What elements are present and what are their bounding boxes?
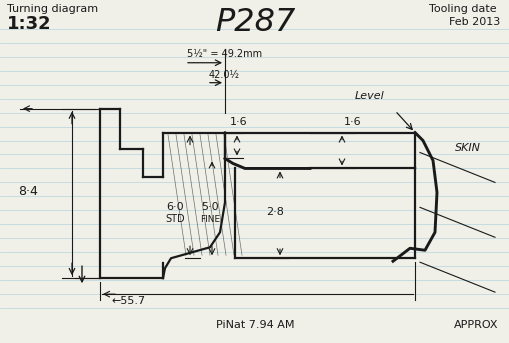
Text: ←55.7: ←55.7: [112, 296, 146, 306]
Text: SKIN: SKIN: [454, 142, 480, 153]
Text: 1:32: 1:32: [7, 15, 51, 33]
Text: 1·6: 1·6: [344, 117, 361, 127]
Text: Turning diagram: Turning diagram: [7, 4, 98, 14]
Text: 2·8: 2·8: [266, 207, 284, 217]
Text: APPROX: APPROX: [453, 320, 497, 330]
Text: Level: Level: [354, 91, 384, 100]
Text: P287: P287: [214, 7, 295, 38]
Text: STD: STD: [165, 214, 184, 224]
Text: 8·4: 8·4: [18, 185, 38, 198]
Text: Feb 2013: Feb 2013: [448, 17, 500, 27]
Text: FINE: FINE: [200, 215, 219, 224]
Text: 5·0: 5·0: [201, 202, 218, 212]
Text: 42.0½: 42.0½: [209, 70, 240, 80]
Text: Tooling date: Tooling date: [429, 4, 496, 14]
Text: PiNat 7.94 AM: PiNat 7.94 AM: [215, 320, 294, 330]
Text: 5½" = 49.2mm: 5½" = 49.2mm: [187, 49, 262, 59]
Text: 1·6: 1·6: [230, 117, 247, 127]
Text: 6·0: 6·0: [166, 202, 183, 212]
